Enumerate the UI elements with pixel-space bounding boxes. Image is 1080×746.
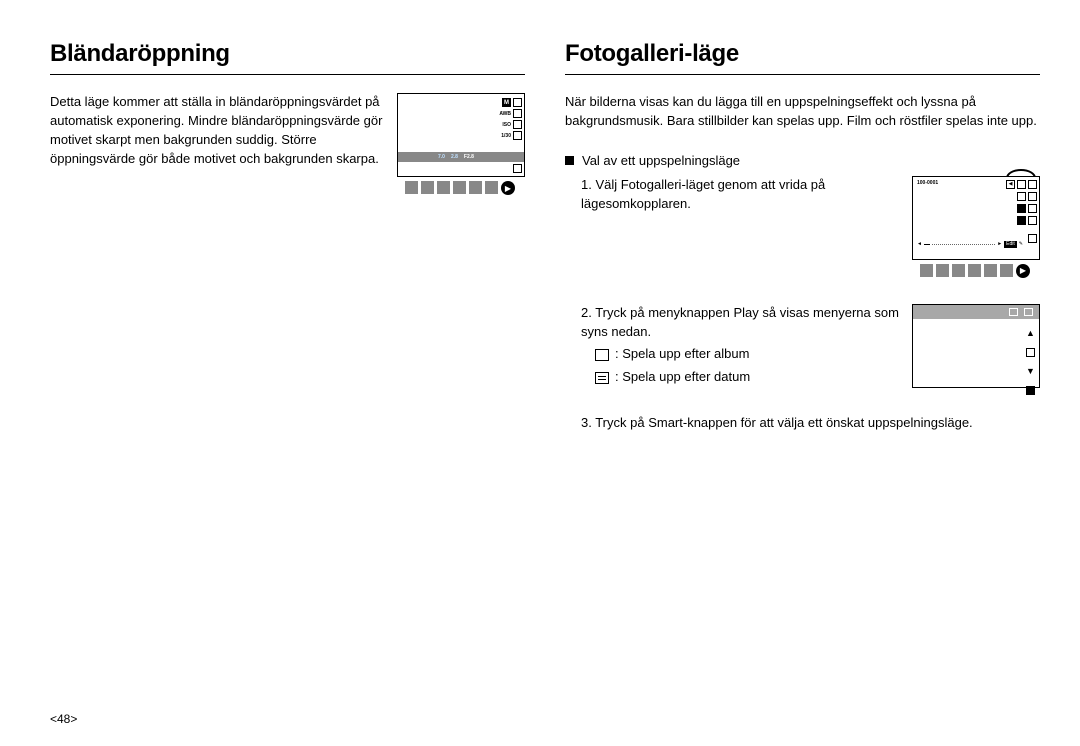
bar-val1: 7.0 <box>438 154 445 160</box>
date-icon <box>595 372 609 384</box>
list-icon <box>1017 204 1026 213</box>
play-button-icon: ▶ <box>1016 264 1030 278</box>
person-icon <box>1017 180 1026 189</box>
slot-icon <box>513 109 522 118</box>
date-header-icon <box>1024 308 1033 316</box>
pencil-icon: ✎ <box>1019 241 1023 248</box>
left-intro-text: Detta läge kommer att ställa in bländarö… <box>50 93 383 168</box>
arrow-up-icon: ▲ <box>1026 327 1035 340</box>
page-number: <48> <box>50 712 77 726</box>
shutter-label: 1/30 <box>501 133 511 139</box>
file-number-label: 100-0001 <box>917 180 938 187</box>
right-column: Fotogalleri-läge När bilderna visas kan … <box>565 40 1040 459</box>
left-column: Bländaröppning Detta läge kommer att stä… <box>50 40 525 459</box>
smart-button-row: ▶ <box>397 181 525 195</box>
smart-button-icon <box>421 181 434 194</box>
right-heading: Fotogalleri-läge <box>565 40 1040 75</box>
smart-button-icon <box>952 264 965 277</box>
smart-button-row: ▶ <box>912 264 1040 278</box>
subsection-heading: Val av ett uppspelningsläge <box>565 153 1040 168</box>
album-icon <box>595 349 609 361</box>
step-1-row: 1. Välj Fotogalleri-läget genom att vrid… <box>565 176 1040 278</box>
lcd-aperture-bar: 7.0 2.8 F2.8 <box>398 152 524 162</box>
step-1-text: 1. Välj Fotogalleri-läget genom att vrid… <box>565 176 900 214</box>
play-button-icon: ▶ <box>501 181 515 195</box>
step-2-date-label: : Spela upp efter datum <box>615 368 750 387</box>
mode-m-icon: M <box>502 98 511 107</box>
slot-icon <box>1028 180 1037 189</box>
smart-button-icon <box>437 181 450 194</box>
smart-button-icon <box>984 264 997 277</box>
left-lcd-figure: M AWB ISO 1/30 <box>397 93 525 195</box>
slot-icon <box>1028 192 1037 201</box>
lcd-screen-gallery: 100-0001 ◀ <box>912 176 1040 260</box>
album-header-icon <box>1009 308 1018 316</box>
step-1-figure: 100-0001 ◀ <box>912 176 1040 278</box>
awb-label: AWB <box>499 111 511 117</box>
smart-button-icon <box>405 181 418 194</box>
smart-button-icon <box>485 181 498 194</box>
play-all-icon <box>1026 386 1035 395</box>
slot-icon <box>513 120 522 129</box>
music-icon <box>1017 216 1026 225</box>
step-3-row: 3. Tryck på Smart-knappen för att välja … <box>565 414 1040 433</box>
smart-button-icon <box>968 264 981 277</box>
slot-icon <box>513 98 522 107</box>
slot-icon <box>1028 204 1037 213</box>
smart-button-icon <box>920 264 933 277</box>
step-2-figure: ▲ ▼ <box>912 304 1040 388</box>
edit-chip: Edit <box>1004 241 1017 248</box>
iso-label: ISO <box>502 122 511 128</box>
right-triangle-icon: ► <box>997 241 1002 248</box>
smart-button-icon <box>936 264 949 277</box>
bar-val3: F2.8 <box>464 154 474 160</box>
slot-icon <box>1028 234 1037 243</box>
slot-icon <box>513 164 522 173</box>
lock-icon <box>1026 348 1035 357</box>
left-triangle-icon: ◄ <box>917 241 922 248</box>
smart-button-icon <box>453 181 466 194</box>
smart-button-icon <box>469 181 482 194</box>
play-icon: ◀ <box>1006 180 1015 189</box>
bar-val2: 2.8 <box>451 154 458 160</box>
smart-button-icon <box>1000 264 1013 277</box>
arrow-down-icon: ▼ <box>1026 365 1035 378</box>
slot-icon <box>513 131 522 140</box>
bullet-square-icon <box>565 156 574 165</box>
subhead-text: Val av ett uppspelningsläge <box>582 153 740 168</box>
lcd-menu-header <box>913 305 1039 319</box>
lcd-screen-aperture: M AWB ISO 1/30 <box>397 93 525 177</box>
step-2-album-label: : Spela upp efter album <box>615 345 749 364</box>
step-2-text: 2. Tryck på menyknappen Play så visas me… <box>581 304 900 342</box>
left-heading: Bländaröppning <box>50 40 525 75</box>
slot-icon <box>1028 216 1037 225</box>
step-2-row: 2. Tryck på menyknappen Play så visas me… <box>565 304 1040 388</box>
lcd-bottom-bar: ◄ ► Edit ✎ <box>917 241 1023 249</box>
step-3-text: 3. Tryck på Smart-knappen för att välja … <box>565 414 1040 433</box>
right-intro-text: När bilderna visas kan du lägga till en … <box>565 93 1040 131</box>
person-icon <box>1017 192 1026 201</box>
lcd-screen-menu: ▲ ▼ <box>912 304 1040 388</box>
